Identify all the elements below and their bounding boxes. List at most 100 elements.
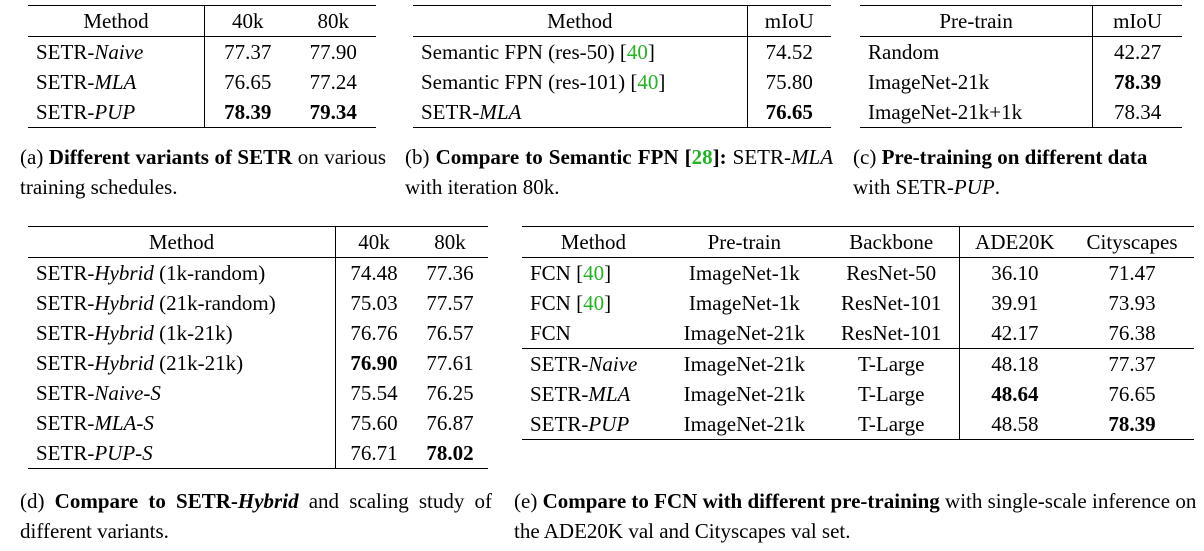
- table-row: Random 42.27: [860, 36, 1182, 67]
- value-cell: 77.61: [426, 351, 474, 375]
- method-cell: FCN [40]: [530, 291, 612, 315]
- table-row: FCN [40] ImageNet-1k ResNet-50 36.10 71.…: [522, 257, 1194, 288]
- value-cell: 36.10: [991, 261, 1039, 285]
- value-cell: 48.64: [991, 382, 1039, 406]
- value-cell: 75.60: [350, 411, 398, 435]
- table-row: SETR-Naive 77.37 77.90: [28, 36, 376, 67]
- value-cell: 77.24: [309, 70, 357, 94]
- value-cell: 77.36: [426, 261, 474, 285]
- col-40k: 40k: [358, 230, 390, 254]
- table-header: Method Pre-train Backbone ADE20K Citysca…: [522, 226, 1194, 258]
- col-80k: 80k: [434, 230, 466, 254]
- pretrain-cell: ImageNet-21k: [683, 382, 805, 406]
- method-cell: Semantic FPN (res-101) [40]: [413, 67, 748, 97]
- caption-b: (b) Compare to Semantic FPN [28]: SETR-M…: [405, 145, 834, 199]
- value-cell: 78.39: [1113, 70, 1162, 94]
- method-cell: SETR-Naive-S: [28, 378, 337, 408]
- caption-c: (c) Pre-training on different data with …: [853, 145, 1148, 199]
- pretrain-cell: ImageNet-21k: [683, 321, 805, 345]
- value-cell: 76.76: [350, 321, 398, 345]
- table-row: SETR-MLA-S 75.60 76.87: [28, 408, 488, 438]
- table-row: FCN ImageNet-21k ResNet-101 42.17 76.38: [522, 318, 1194, 349]
- value-cell: 77.37: [224, 40, 272, 64]
- value-cell: 77.37: [1070, 348, 1194, 379]
- value-cell: 76.57: [426, 321, 474, 345]
- value-cell: 39.91: [991, 291, 1039, 315]
- table-a: Method 40k 80k SETR-Naive 77.37 77.90 SE…: [28, 5, 376, 128]
- citation-link[interactable]: 40: [583, 291, 605, 315]
- table-row: SETR-MLA ImageNet-21k T-Large 48.64 76.6…: [522, 379, 1194, 409]
- col-80k: 80k: [317, 9, 350, 33]
- table-e: Method Pre-train Backbone ADE20K Citysca…: [522, 226, 1194, 440]
- backbone-cell: T-Large: [823, 379, 960, 409]
- method-cell: FCN: [530, 321, 571, 345]
- method-cell: SETR-Hybrid (1k-21k): [28, 318, 337, 348]
- value-cell: 42.17: [991, 321, 1039, 345]
- value-cell: 74.52: [765, 40, 813, 64]
- citation-link[interactable]: 40: [583, 261, 605, 285]
- col-ade20k: ADE20K: [975, 230, 1055, 254]
- pretrain-cell: ImageNet-1k: [688, 291, 800, 315]
- value-cell: 75.03: [350, 291, 398, 315]
- col-method: Method: [560, 230, 627, 254]
- method-cell: SETR-MLA: [413, 97, 748, 128]
- table-row: SETR-Naive ImageNet-21k T-Large 48.18 77…: [522, 348, 1194, 379]
- table-row: ImageNet-21k 78.39: [860, 67, 1182, 97]
- col-method: Method: [28, 226, 337, 258]
- col-method: Method: [28, 5, 205, 37]
- method-cell: SETR-Hybrid (21k-random): [28, 288, 337, 318]
- table-row: Semantic FPN (res-101) [40] 75.80: [413, 67, 831, 97]
- table-header: Method 40k 80k: [28, 226, 488, 258]
- value-cell: 76.25: [426, 381, 474, 405]
- method-cell: SETR-Naive: [522, 348, 665, 379]
- value-cell: 48.58: [991, 412, 1039, 436]
- table-row: Semantic FPN (res-50) [40] 74.52: [413, 36, 831, 67]
- citation-link[interactable]: 28: [691, 145, 713, 169]
- table-row: SETR-PUP-S 76.71 78.02: [28, 438, 488, 469]
- col-miou: mIoU: [1113, 9, 1163, 33]
- value-cell: 76.71: [350, 441, 398, 465]
- table-header: Method mIoU: [413, 5, 831, 37]
- backbone-cell: ResNet-50: [823, 257, 960, 288]
- col-pretrain: Pre-train: [860, 5, 1094, 37]
- method-cell: SETR-PUP: [530, 412, 630, 436]
- method-cell: SETR-MLA: [28, 67, 205, 97]
- pretrain-cell: ImageNet-21k: [860, 67, 1094, 97]
- value-cell: 48.18: [959, 348, 1071, 379]
- value-cell: 78.39: [1108, 412, 1156, 436]
- value-cell: 76.65: [765, 100, 813, 124]
- table-b: Method mIoU Semantic FPN (res-50) [40] 7…: [413, 5, 831, 128]
- value-cell: 79.34: [309, 100, 357, 124]
- method-cell: FCN [40]: [530, 261, 612, 285]
- pretrain-cell: Random: [860, 36, 1094, 67]
- col-method: Method: [413, 5, 748, 37]
- pretrain-cell: ImageNet-21k+1k: [860, 97, 1094, 128]
- value-cell: 71.47: [1108, 261, 1156, 285]
- citation-link[interactable]: 40: [626, 40, 648, 64]
- value-cell: 78.39: [224, 100, 272, 124]
- col-40k: 40k: [232, 9, 264, 33]
- table-row: SETR-PUP ImageNet-21k T-Large 48.58 78.3…: [522, 409, 1194, 440]
- method-cell: SETR-PUP: [28, 97, 205, 128]
- method-cell: SETR-Hybrid (1k-random): [28, 257, 337, 288]
- citation-link[interactable]: 40: [637, 70, 659, 94]
- value-cell: 76.38: [1108, 321, 1156, 345]
- backbone-cell: ResNet-101: [823, 318, 960, 349]
- method-cell: SETR-PUP-S: [28, 438, 337, 469]
- table-row: SETR-Hybrid (21k-21k) 76.90 77.61: [28, 348, 488, 378]
- value-cell: 77.90: [309, 40, 357, 64]
- backbone-cell: T-Large: [823, 409, 960, 440]
- col-miou: mIoU: [764, 9, 814, 33]
- backbone-cell: T-Large: [823, 348, 960, 379]
- table-row: ImageNet-21k+1k 78.34: [860, 97, 1182, 128]
- table-d: Method 40k 80k SETR-Hybrid (1k-random) 7…: [28, 226, 488, 469]
- pretrain-cell: ImageNet-21k: [664, 348, 824, 379]
- col-backbone: Backbone: [823, 226, 960, 258]
- value-cell: 42.27: [1113, 40, 1162, 64]
- method-cell: SETR-MLA: [530, 382, 631, 406]
- value-cell: 76.65: [1108, 382, 1156, 406]
- method-cell: Semantic FPN (res-50) [40]: [413, 36, 748, 67]
- caption-a: (a) Different variants of SETR on variou…: [20, 145, 387, 199]
- method-cell: SETR-Hybrid (21k-21k): [28, 348, 337, 378]
- value-cell: 78.02: [426, 441, 474, 465]
